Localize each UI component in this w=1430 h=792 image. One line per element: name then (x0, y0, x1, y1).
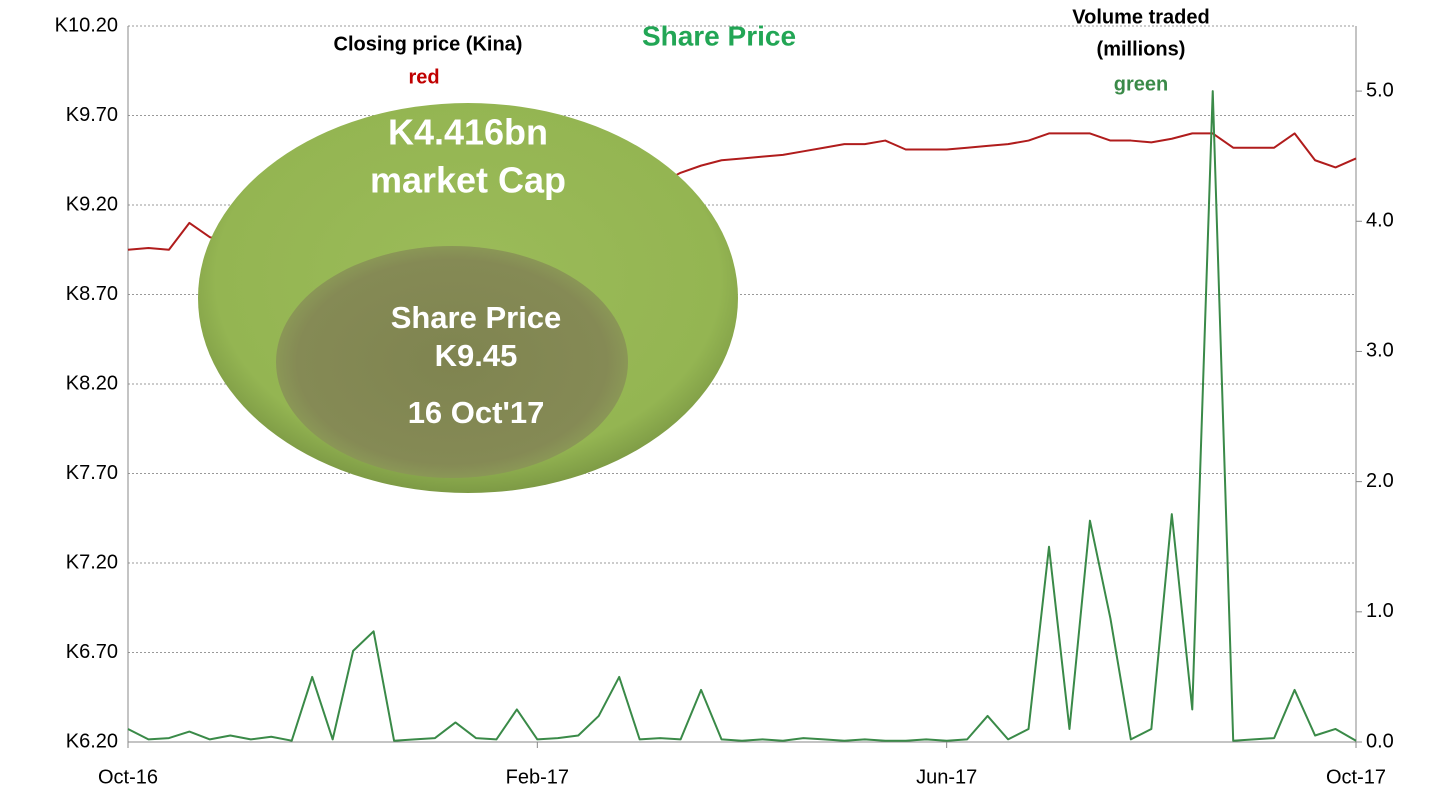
share-price-bubble (276, 246, 628, 478)
y2-tick-label: 0.0 (1366, 730, 1394, 752)
annotation: market Cap (370, 160, 566, 201)
y-tick-label: K8.20 (66, 372, 118, 394)
annotation: K4.416bn (388, 112, 548, 153)
y-tick-label: K7.20 (66, 551, 118, 573)
x-tick-label: Jun-17 (916, 766, 977, 788)
y-tick-label: K6.20 (66, 730, 118, 752)
y2-tick-label: 2.0 (1366, 470, 1394, 492)
chart-title: Share Price (642, 20, 796, 51)
y2-tick-label: 3.0 (1366, 340, 1394, 362)
annotation: Volume traded (1072, 6, 1209, 28)
y2-tick-label: 4.0 (1366, 210, 1394, 232)
annotation: green (1114, 73, 1168, 95)
y2-tick-label: 5.0 (1366, 79, 1394, 101)
x-tick-label: Oct-16 (98, 766, 158, 788)
annotation: red (408, 66, 439, 88)
y2-tick-label: 1.0 (1366, 600, 1394, 622)
y-tick-label: K9.70 (66, 104, 118, 126)
annotation: K9.45 (435, 338, 518, 373)
series-line (127, 90, 1357, 742)
y-tick-label: K6.70 (66, 641, 118, 663)
annotation: 16 Oct'17 (408, 395, 545, 430)
annotation: Share Price (391, 300, 562, 335)
y-tick-label: K7.70 (66, 462, 118, 484)
annotation: (millions) (1097, 38, 1186, 60)
x-tick-label: Feb-17 (506, 766, 569, 788)
y-tick-label: K10.20 (55, 14, 118, 36)
annotation: Closing price (Kina) (334, 33, 523, 55)
y-tick-label: K9.20 (66, 193, 118, 215)
y-tick-label: K8.70 (66, 283, 118, 305)
x-tick-label: Oct-17 (1326, 766, 1386, 788)
